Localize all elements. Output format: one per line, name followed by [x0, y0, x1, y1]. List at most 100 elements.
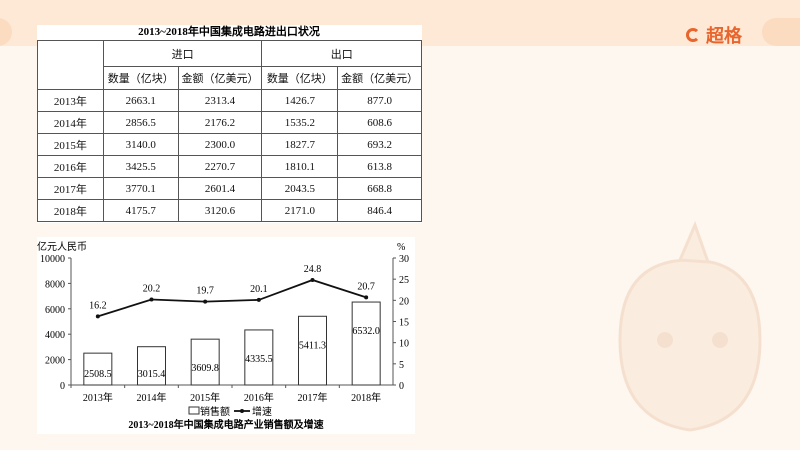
y-tick-label: 4000 — [45, 330, 65, 341]
import-export-table: 进口 出口 数量（亿块） 金额（亿美元） 数量（亿块） 金额（亿美元） 2013… — [37, 40, 422, 222]
y-tick-label: 10000 — [40, 254, 65, 265]
row-header: 2013年 — [37, 89, 104, 112]
legend-sales: 销售额 — [200, 405, 230, 418]
row-header: 2018年 — [37, 199, 104, 222]
right-axis-label: % — [397, 242, 405, 253]
growth-value-label: 20.1 — [250, 284, 267, 295]
table-cell: 2601.4 — [177, 177, 263, 200]
table-cell: 3770.1 — [102, 177, 179, 200]
column-header: 数量（亿块） — [102, 66, 179, 90]
bar-value-label: 6532.0 — [352, 326, 380, 337]
row-header: 2017年 — [37, 177, 104, 200]
table-cell: 1426.7 — [261, 89, 339, 112]
sales-bar — [137, 346, 166, 386]
sales-bar — [298, 315, 327, 386]
group-header: 出口 — [261, 40, 422, 67]
table-cell: 2300.0 — [177, 133, 263, 156]
x-tick-label: 2018年 — [351, 391, 381, 404]
table-cell: 2663.1 — [102, 89, 179, 112]
import-export-table-panel: 2013~2018年中国集成电路进出口状况 进口 出口 数量（亿块） 金额（亿美… — [37, 25, 422, 223]
y2-tick-label: 0 — [399, 381, 404, 392]
y2-tick-label: 25 — [399, 275, 409, 286]
growth-point — [149, 297, 154, 302]
table-cell: 1810.1 — [261, 155, 339, 178]
table-cell: 668.8 — [337, 177, 422, 200]
y2-tick-label: 15 — [399, 318, 409, 329]
table-row: 2013年 2663.1 2313.4 1426.7 877.0 — [37, 89, 422, 112]
growth-point — [310, 278, 315, 283]
legend-line-marker — [240, 409, 244, 413]
table-cell: 3120.6 — [177, 199, 263, 222]
sales-bar — [83, 352, 113, 386]
growth-value-label: 16.2 — [89, 300, 107, 311]
growth-point — [364, 295, 369, 300]
table-cell: 2171.0 — [261, 199, 339, 222]
table-cell: 2313.4 — [177, 89, 263, 112]
corner-cell — [37, 40, 104, 90]
row-header: 2015年 — [37, 133, 104, 156]
table-cell: 613.8 — [337, 155, 422, 178]
bar-value-label: 5411.3 — [299, 340, 326, 351]
table-row: 2014年 2856.5 2176.2 1535.2 608.6 — [37, 111, 422, 134]
table-cell: 846.4 — [337, 199, 422, 222]
table-row: 2016年 3425.5 2270.7 1810.1 613.8 — [37, 155, 422, 178]
group-header: 进口 — [102, 40, 263, 67]
bar-value-label: 4335.5 — [245, 354, 272, 365]
table-cell: 3140.0 — [102, 133, 179, 156]
sales-chart-panel: 亿元人民币% 0 2000 4000 6000 8000 10000 0 5 10 15 20 25 30… — [37, 237, 415, 434]
table-title: 2013~2018年中国集成电路进出口状况 — [138, 26, 320, 38]
column-header: 金额（亿美元） — [177, 66, 263, 90]
bar-value-label: 3015.4 — [138, 369, 166, 380]
table-cell: 1535.2 — [261, 111, 339, 134]
y2-tick-label: 30 — [399, 254, 409, 265]
growth-point — [203, 299, 208, 304]
y-tick-label: 0 — [60, 381, 65, 392]
column-header: 数量（亿块） — [261, 66, 339, 90]
growth-value-label: 19.7 — [196, 286, 214, 297]
table-row: 2017年 3770.1 2601.4 2043.5 668.8 — [37, 177, 422, 200]
y-tick-label: 2000 — [45, 356, 65, 367]
table-cell: 2856.5 — [102, 111, 179, 134]
legend-growth: 增速 — [252, 405, 272, 418]
table-cell: 2043.5 — [261, 177, 339, 200]
table-cell: 3425.5 — [102, 155, 179, 178]
y2-tick-label: 5 — [399, 360, 404, 371]
table-row: 2015年 3140.0 2300.0 1827.7 693.2 — [37, 133, 422, 156]
brand-name: 超格 — [706, 26, 742, 47]
x-tick-label: 2017年 — [298, 391, 328, 404]
brand-logo: 超格 — [686, 22, 742, 48]
row-header: 2014年 — [37, 111, 104, 134]
sales-bar — [190, 338, 220, 386]
table-cell: 2176.2 — [177, 111, 263, 134]
sales-bar — [351, 301, 381, 386]
y2-tick-label: 10 — [399, 339, 409, 350]
sales-growth-chart: 亿元人民币 % 0 2000 4000 6000 8000 10000 0 5 10 15 20 25 30… — [37, 240, 409, 431]
x-tick-label: 2015年 — [190, 391, 220, 404]
table-cell: 4175.7 — [102, 199, 179, 222]
growth-value-label: 20.2 — [143, 283, 161, 294]
x-tick-label: 2013年 — [83, 391, 113, 404]
logo-g-icon — [686, 28, 700, 42]
sales-bar — [244, 329, 274, 386]
growth-value-label: 20.7 — [357, 281, 375, 292]
table-cell: 2270.7 — [177, 155, 263, 178]
bar-value-label: 3609.8 — [191, 363, 219, 374]
table-row: 2018年 4175.7 3120.6 2171.0 846.4 — [37, 199, 422, 222]
growth-line — [97, 279, 367, 318]
decor-pill — [0, 18, 12, 46]
column-header: 金额（亿美元） — [337, 66, 422, 90]
table-cell: 1827.7 — [261, 133, 339, 156]
legend-bar-swatch — [188, 406, 200, 415]
x-tick-label: 2014年 — [137, 391, 167, 404]
x-tick-label: 2016年 — [244, 391, 274, 404]
y-tick-label: 8000 — [45, 279, 65, 290]
table-cell: 608.6 — [337, 111, 422, 134]
growth-point — [256, 297, 261, 302]
decor-pill — [762, 18, 800, 46]
y2-tick-label: 20 — [399, 296, 409, 307]
chart-title: 2013~2018年中国集成电路产业销售额及增速 — [128, 418, 323, 431]
y-tick-label: 6000 — [45, 305, 65, 316]
table-cell: 693.2 — [337, 133, 422, 156]
table-cell: 877.0 — [337, 89, 422, 112]
bar-value-label: 2508.5 — [84, 369, 112, 380]
